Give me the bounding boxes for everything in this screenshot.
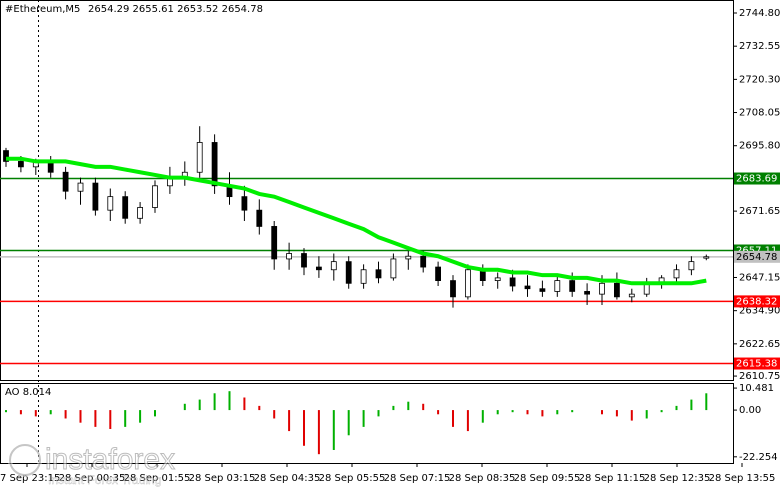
candle-body — [673, 269, 680, 279]
y-tick-label: 2708.05 — [739, 108, 780, 119]
candle-body — [62, 171, 69, 192]
candle-body — [450, 280, 456, 298]
candle-body — [3, 150, 9, 162]
candle-body — [271, 226, 278, 260]
x-tick-label: 28 Sep 05:55 — [319, 473, 386, 484]
plot: 2744.80 2732.55 2720.30 2708.05 2695.80 2671.… — [0, 8, 780, 484]
candle-body — [584, 291, 590, 295]
x-tick-label: 28 Sep 13:55 — [709, 473, 776, 484]
x-tick-label: 27 Sep 23:15 — [0, 473, 60, 484]
y-tick-label: 2671.65 — [739, 206, 780, 217]
candle-body — [599, 282, 605, 295]
candle-body — [196, 142, 203, 173]
candle-body — [122, 196, 129, 219]
chart-title: #Ethereum,M5 — [5, 4, 80, 15]
ao-frame — [0, 383, 734, 464]
candle-body — [211, 142, 218, 187]
y-tick-label: 2647.15 — [739, 272, 780, 283]
y-tick-label: 2732.55 — [739, 41, 780, 52]
level-label: 2638.32 — [736, 296, 777, 307]
level-tag — [734, 357, 780, 370]
candle-body — [509, 277, 516, 287]
x-tick-label: 28 Sep 07:15 — [384, 473, 451, 484]
x-tick-label: 28 Sep 08:35 — [449, 473, 516, 484]
y-tick-label: 2695.80 — [739, 141, 780, 152]
x-tick-label: 28 Sep 04:35 — [254, 473, 321, 484]
level-tag — [734, 172, 780, 185]
candle-body — [435, 266, 442, 281]
candle-body — [241, 196, 248, 211]
candle-body — [256, 209, 263, 227]
price-frame — [0, 0, 734, 381]
ao-tick-label: 10.481 — [739, 383, 774, 394]
candle-body — [405, 255, 412, 260]
candle-body — [286, 253, 293, 260]
x-tick-label: 28 Sep 03:15 — [189, 473, 256, 484]
candle-body — [688, 261, 695, 271]
candle-body — [539, 288, 546, 292]
ao-label: AO 8.014 — [5, 387, 51, 398]
watermark: instaforex Instant Forex Trading — [8, 442, 176, 487]
x-tick-label: 28 Sep 12:35 — [644, 473, 711, 484]
x-tick-label: 28 Sep 11:15 — [579, 473, 646, 484]
ma-line — [6, 156, 707, 286]
candle-body — [390, 258, 397, 279]
level-tag — [734, 250, 780, 263]
level-label: 2683.69 — [736, 174, 777, 185]
candle-body — [137, 207, 144, 219]
level-label: 2654.78 — [736, 252, 777, 263]
x-tick-label: 28 Sep 01:55 — [124, 473, 191, 484]
candle-body — [360, 269, 367, 284]
candle-body — [703, 256, 710, 259]
candle-body — [330, 261, 337, 271]
x-tick-label: 28 Sep 00:35 — [59, 473, 126, 484]
level-label: 2615.38 — [736, 359, 777, 370]
candle-body — [77, 182, 84, 192]
watermark-logo-ring — [9, 444, 41, 476]
candle-body — [464, 269, 471, 298]
candle-body — [345, 261, 352, 284]
candle-body — [152, 185, 158, 208]
y-tick-label: 2622.65 — [739, 339, 780, 350]
y-tick-label: 2610.75 — [739, 371, 780, 382]
candle-body — [614, 282, 620, 298]
candle-body — [554, 280, 561, 292]
y-tick-label: 2744.80 — [739, 8, 780, 19]
candle-body — [628, 293, 635, 298]
candle-body — [375, 269, 382, 279]
level-tag — [734, 295, 780, 308]
candle-body — [315, 266, 322, 271]
candle-body — [420, 255, 427, 268]
ao-tick-label: -22.254 — [739, 452, 778, 463]
watermark-tagline: Instant Forex Trading — [48, 473, 161, 487]
candle-body — [301, 253, 307, 268]
candle-body — [569, 280, 576, 292]
x-tick-label: 28 Sep 09:55 — [514, 473, 581, 484]
candle-body — [494, 277, 501, 281]
ao-tick-label: 0.00 — [739, 405, 761, 416]
ohlc-text: 2654.29 2655.61 2653.52 2654.78 — [88, 4, 263, 15]
candle-body — [524, 285, 531, 290]
y-tick-label: 2634.90 — [739, 306, 780, 317]
candle-body — [107, 196, 114, 211]
candle-body — [17, 161, 24, 168]
y-tick-label: 2720.30 — [739, 74, 780, 85]
watermark-brand: instaforex — [45, 443, 175, 476]
candle-body — [92, 182, 99, 211]
